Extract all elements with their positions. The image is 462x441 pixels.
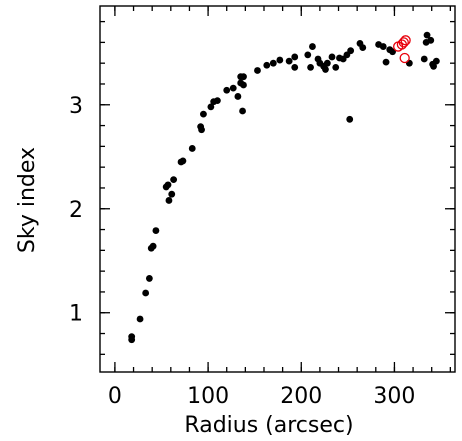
data-point	[405, 59, 413, 67]
x-tick-label: 200	[280, 384, 322, 409]
data-point	[332, 63, 340, 71]
data-point	[323, 59, 331, 67]
data-point	[430, 62, 437, 70]
data-point	[423, 31, 431, 39]
plot-frame	[99, 5, 456, 373]
data-point	[285, 57, 293, 65]
open-data-point	[399, 52, 410, 64]
data-points	[128, 31, 440, 344]
data-point	[240, 73, 247, 81]
x-tick-label: 300	[373, 384, 415, 409]
axis-tick-labels: 0 100 200 300 1 2 3	[69, 94, 415, 409]
data-point	[309, 43, 316, 50]
data-point	[239, 107, 246, 115]
data-point	[152, 227, 160, 234]
data-point	[170, 176, 178, 184]
data-point	[240, 81, 247, 89]
x-axis-label: Radius (arcsec)	[184, 413, 353, 438]
data-point	[291, 63, 299, 71]
y-tick-label: 3	[69, 94, 83, 119]
open-data-point	[398, 37, 409, 48]
data-point	[145, 275, 153, 282]
data-point	[136, 315, 144, 323]
data-point	[142, 289, 150, 297]
data-point	[179, 157, 187, 165]
data-point	[359, 44, 367, 51]
data-point	[322, 66, 329, 73]
data-point	[229, 84, 237, 92]
data-point	[307, 63, 314, 71]
y-tick-label: 2	[69, 198, 83, 223]
data-point	[263, 61, 271, 69]
axis-ticks	[100, 6, 455, 372]
x-tick-label: 100	[187, 384, 229, 409]
data-point	[382, 58, 390, 66]
data-point	[269, 59, 277, 67]
data-point	[304, 51, 312, 59]
data-point	[291, 53, 299, 61]
open-data-point	[400, 35, 411, 46]
data-point	[254, 67, 261, 74]
x-tick-label: 0	[108, 384, 122, 409]
data-point	[188, 145, 196, 152]
data-point	[128, 336, 136, 344]
data-point	[427, 36, 435, 44]
y-axis-label: Sky index	[15, 147, 40, 253]
data-point	[234, 93, 242, 100]
data-point	[165, 197, 173, 204]
data-point	[276, 56, 284, 64]
data-point	[379, 43, 387, 50]
data-point	[200, 110, 207, 118]
data-point	[346, 115, 354, 123]
y-tick-label: 1	[69, 302, 83, 327]
data-point	[420, 55, 428, 63]
data-point	[168, 190, 176, 198]
data-point	[149, 242, 157, 250]
data-point	[432, 57, 440, 65]
data-point	[223, 86, 231, 94]
data-point	[198, 126, 205, 134]
data-point	[164, 181, 172, 189]
data-point	[328, 53, 336, 61]
data-point	[214, 97, 221, 105]
data-point	[347, 47, 355, 55]
data-point	[389, 48, 396, 56]
data-point	[207, 103, 215, 111]
